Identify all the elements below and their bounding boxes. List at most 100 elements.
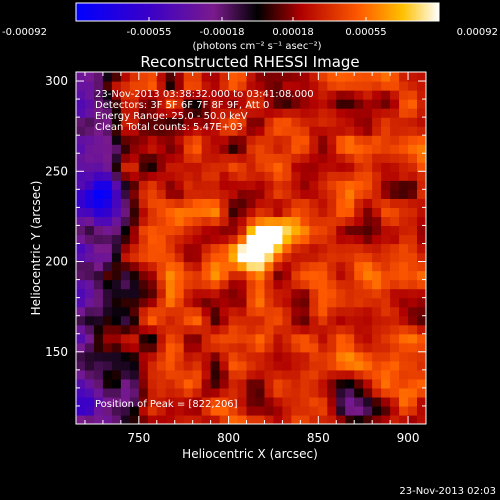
heatmap-cell [156,135,167,145]
heatmap-cell [336,135,346,145]
heatmap-cell [129,324,140,335]
heatmap-cell [111,333,122,344]
heatmap-cell [282,369,292,380]
heatmap-cell [363,342,373,353]
heatmap-cell [291,252,301,263]
heatmap-cell [183,333,194,344]
heatmap-cell [120,243,131,254]
heatmap-cell [381,72,391,82]
heatmap-cell [390,117,400,127]
heatmap-cell [408,378,418,389]
heatmap-cell [192,153,203,163]
heatmap-cell [345,135,355,145]
heatmap-cell [165,333,176,344]
heatmap-cell [192,171,203,181]
heatmap-cell [76,414,86,424]
heatmap-cell [84,243,95,254]
heatmap-cell [309,315,319,326]
heatmap-cell [291,81,301,91]
heatmap-cell [300,360,310,371]
heatmap-cell [354,225,364,236]
heatmap-cell [255,360,266,371]
heatmap-cell [282,162,292,172]
heatmap-cell [336,90,346,100]
heatmap-cell [318,153,328,163]
heatmap-cell [93,126,104,136]
heatmap-cell [399,207,409,218]
heatmap-cell [255,153,266,163]
heatmap-cell [120,99,131,109]
heatmap-cell [372,144,382,154]
heatmap-cell [228,171,239,181]
heatmap-cell [318,81,328,91]
heatmap-cell [201,405,212,416]
heatmap-cell [210,333,221,344]
heatmap-cell [84,81,95,91]
heatmap-cell [147,216,158,227]
heatmap-cell [399,288,409,299]
heatmap-cell [156,342,167,353]
heatmap-cell [228,135,239,145]
heatmap-cell [372,117,382,127]
heatmap-cell [156,252,167,263]
heatmap-cell [183,189,194,199]
heatmap-cell [228,342,239,353]
heatmap-cell [120,144,131,154]
heatmap-cell [282,234,292,245]
heatmap-cell [156,306,167,317]
heatmap-cell [76,171,86,181]
heatmap-cell [372,315,382,326]
heatmap-cell [129,288,140,299]
heatmap-cell [84,252,95,263]
heatmap-cell [399,171,409,181]
heatmap-cell [138,252,149,263]
heatmap-cell [408,396,418,407]
heatmap-cell [102,144,113,154]
heatmap-cell [399,297,409,308]
heatmap-cell [210,171,221,181]
heatmap-cell [93,216,104,227]
heatmap-cell [417,225,426,236]
heatmap-cell [93,405,104,416]
heatmap-cell [84,144,95,154]
heatmap-cell [156,396,167,407]
heatmap-cell [354,378,364,389]
heatmap-cell [363,387,373,398]
heatmap-cell [372,153,382,163]
heatmap-cell [219,117,230,127]
heatmap-cell [147,333,158,344]
heatmap-cell [264,342,275,353]
heatmap-cell [93,252,104,263]
heatmap-cell [138,234,149,245]
heatmap-cell [192,324,203,335]
heatmap-cell [255,252,266,263]
heatmap-cell [76,396,86,407]
heatmap-cell [111,144,122,154]
heatmap-cell [273,360,284,371]
heatmap-cell [390,405,400,416]
heatmap-cell [399,216,409,227]
heatmap-cell [354,279,364,290]
heatmap-cell [237,180,248,190]
heatmap-cell [399,360,409,371]
heatmap-cell [237,342,248,353]
heatmap-cell [210,378,221,389]
heatmap-cell [273,414,284,424]
heatmap-cell [327,315,337,326]
heatmap-cell [372,216,382,227]
heatmap-cell [219,270,230,281]
heatmap-cell [210,99,221,109]
heatmap-cell [219,234,230,245]
heatmap-cell [282,351,292,362]
heatmap-cell [111,225,122,236]
heatmap-cell [228,153,239,163]
heatmap-cell [228,297,239,308]
heatmap-cell [372,126,382,136]
heatmap-cell [318,297,328,308]
heatmap-cell [363,414,373,424]
heatmap-cell [138,270,149,281]
heatmap-cell [327,162,337,172]
heatmap-cell [309,180,319,190]
heatmap-cell [309,405,319,416]
